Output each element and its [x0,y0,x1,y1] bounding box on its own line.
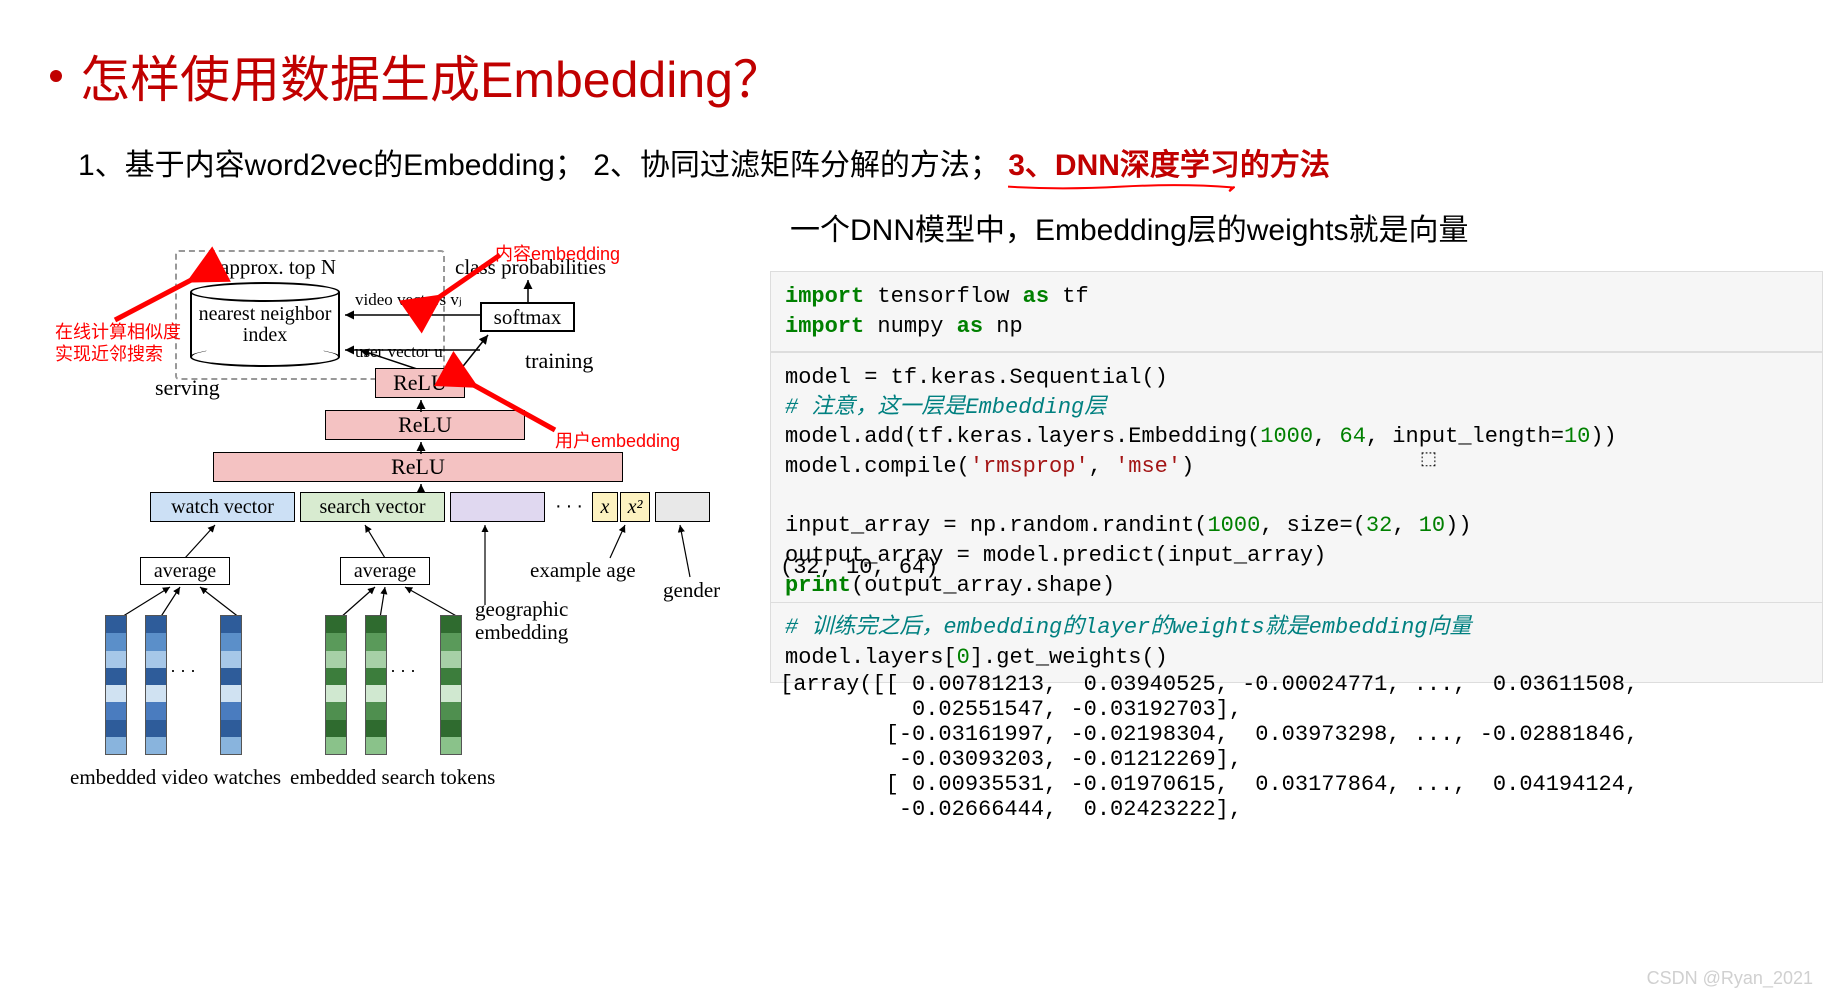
x-box: x [592,492,618,522]
nn-search-annot: 在线计算相似度 实现近邻搜索 [55,322,181,365]
subtitle-p1: 1、基于内容word2vec的Embedding； [78,149,585,182]
example-age-label: example age [530,558,636,583]
embedding-bar [365,615,387,755]
cursor-icon: ⬚ [1420,448,1437,469]
gender-label: gender [663,578,720,603]
relu-to-softmax-arrow [460,332,490,372]
training-label: training [525,348,593,374]
softmax-up-arrow [520,275,540,303]
page-title: 怎样使用数据生成Embedding？ [80,40,783,112]
red-arrow-user [460,375,560,435]
output-array: [array([[ 0.00781213, 0.03940525, -0.000… [780,672,1638,822]
bullet-icon [50,70,62,82]
user-embedding-annot: 用户embedding [555,427,680,453]
embedding-bar [105,615,127,755]
red-arrow-nn [110,270,210,325]
x2-box: x² [620,492,650,522]
average-box-2: average [340,557,430,585]
subtitle-p3: 3、DNN深度学习的方法 [1008,149,1330,182]
embedding-bar [145,615,167,755]
embedded-video-label: embedded video watches [70,765,281,790]
avg-arrows [135,522,695,558]
embedding-bar [440,615,462,755]
code-block-imports: import tensorflow as tf import numpy as … [770,271,1823,352]
subtitle: 1、基于内容word2vec的Embedding； 2、协同过滤矩阵分解的方法；… [78,140,1330,184]
subtitle-p3-text: 3、DNN深度学习的方法 [1008,149,1330,182]
green-ellipsis: ··· [390,660,420,681]
approx-top-n-label: approx. top N [220,255,336,280]
watch-vector-box: watch vector [150,492,295,522]
subtitle-p2: 2、协同过滤矩阵分解的方法； [593,149,1000,182]
output-shape: (32, 10, 64) [780,555,938,580]
title-row: 怎样使用数据生成Embedding？ [50,40,783,112]
relu-layer-3: ReLU [375,368,465,398]
relu-arrow-1 [415,398,435,412]
content-embedding-annot: 内容embedding [495,240,620,266]
embedding-bar [325,615,347,755]
nn-label: nearest neighbor [192,304,338,325]
red-arrow-content [425,250,505,305]
blue-ellipsis: ··· [170,660,200,681]
average-box-1: average [140,557,230,585]
underline-scribble-icon [1008,184,1235,192]
youtube-dnn-diagram: approx. top N nearest neighbor index ser… [55,230,755,790]
softmax-box: softmax [480,302,575,332]
relu-to-index-arrow [355,332,425,372]
geographic-embedding-label: geographicembedding [475,598,568,644]
embedded-search-label: embedded search tokens [290,765,495,790]
relu-arrow-2 [415,440,435,454]
watermark: CSDN @Ryan_2021 [1647,968,1813,989]
index-label: index [192,325,338,346]
dnn-caption: 一个DNN模型中，Embedding层的weights就是向量 [790,205,1469,249]
embedding-bar [220,615,242,755]
geo-vector-box [450,492,545,522]
search-vector-box: search vector [300,492,445,522]
gender-vector-box [655,492,710,522]
input-ellipsis: ··· [555,495,587,518]
relu-layer-1: ReLU [213,452,623,482]
serving-label: serving [155,375,220,401]
nn-index-cylinder: nearest neighbor index [190,282,340,367]
